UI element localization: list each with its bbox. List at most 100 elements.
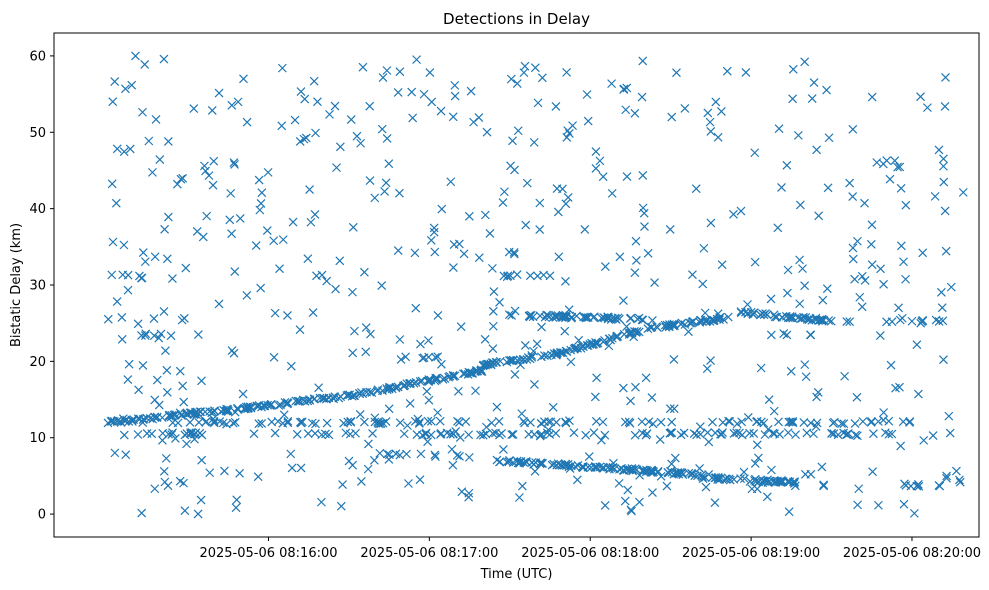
data-point [774,124,784,134]
data-point [498,198,508,208]
data-point [185,417,195,427]
data-point [800,281,810,291]
data-point [549,459,559,469]
data-point [301,133,311,143]
data-point [839,419,849,429]
data-point [919,435,929,445]
data-point [644,417,654,427]
data-point [650,278,659,288]
data-point [795,299,805,309]
data-point [639,208,649,218]
data-point [623,485,633,495]
data-point [355,389,365,399]
data-point [624,417,634,427]
data-point [325,109,334,119]
data-point [393,246,403,255]
data-point [812,392,822,402]
data-point [504,356,514,365]
y-axis-label: Bistatic Delay (km) [9,223,24,347]
data-point [277,63,287,73]
data-point [807,94,817,104]
data-point [630,108,640,118]
data-point [368,429,377,438]
data-point [624,465,634,475]
data-point [238,389,248,399]
data-point [855,292,865,302]
data-point [901,200,911,210]
data-point [725,475,735,485]
data-point [123,375,133,384]
data-point [437,204,447,214]
data-point [822,284,832,294]
data-point [507,430,517,440]
data-point [471,386,480,396]
data-point [708,417,717,427]
chart-title: Detections in Delay [443,10,590,28]
data-point [617,463,626,473]
data-point [893,162,902,172]
data-point [140,59,150,69]
data-point [743,413,753,422]
data-point [614,478,624,488]
data-point [539,417,549,427]
data-point [851,430,861,440]
data-point [377,124,387,134]
data-point [615,252,625,262]
data-point [208,180,218,190]
data-point [766,330,776,340]
data-point [673,468,683,478]
data-point [706,218,716,228]
data-point [464,452,474,462]
data-point [295,325,305,335]
data-point [850,274,860,284]
data-point [127,416,137,426]
data-point [133,430,143,439]
data-point [600,501,610,510]
data-point [208,414,218,424]
data-point [945,428,955,438]
data-point [939,355,948,365]
data-point [158,428,168,438]
data-point [766,294,776,304]
data-point [373,385,383,395]
data-point [482,127,492,137]
data-point [788,64,798,74]
data-point [318,393,327,403]
data-point [450,80,460,90]
data-point [474,113,484,122]
data-point [117,334,127,344]
data-point [878,415,888,425]
data-point [812,418,822,428]
data-point [478,430,488,440]
data-point [422,386,432,396]
data-point [648,488,657,498]
data-point [667,112,677,122]
data-point [395,418,405,428]
data-point [625,314,635,323]
data-point [783,428,793,438]
data-point [366,329,375,339]
data-point [940,102,950,111]
data-point [447,444,457,454]
data-point [718,417,728,427]
data-point [667,428,677,438]
data-point [480,210,490,220]
data-point [429,227,439,237]
data-point [944,411,954,421]
data-point [495,297,504,307]
data-point [600,313,610,323]
data-point [758,478,768,488]
data-point [595,156,605,166]
data-point [239,74,248,84]
data-point [502,457,512,467]
data-point [303,254,313,264]
data-point [423,336,433,345]
data-point [692,471,702,481]
data-point [578,463,588,473]
data-point [609,458,618,468]
data-point [448,370,458,380]
data-point [697,316,707,326]
data-point [177,315,187,325]
data-point [311,128,320,138]
data-point [436,359,446,369]
